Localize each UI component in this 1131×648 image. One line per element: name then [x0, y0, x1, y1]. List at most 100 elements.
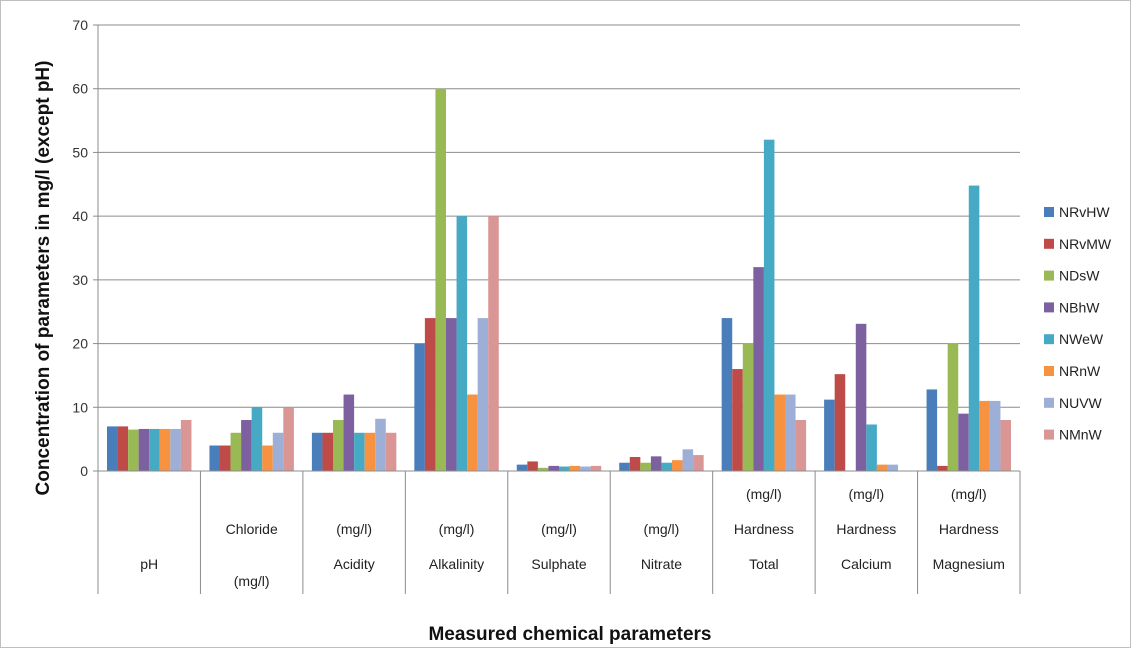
- bar-NUVW: [887, 464, 898, 471]
- y-tick-label: 20: [72, 336, 88, 352]
- bar-NRvMW: [732, 369, 743, 471]
- y-tick-label: 30: [72, 272, 88, 288]
- bar-NUVW: [375, 418, 386, 471]
- bar-NWeW: [866, 424, 877, 471]
- bar-NBhW: [138, 428, 150, 471]
- category-label: Magnesium: [933, 556, 1005, 572]
- bar-NRnW: [876, 464, 888, 471]
- legend-swatch-NWeW: [1044, 334, 1054, 345]
- bar-NRvHW: [107, 426, 118, 471]
- category-label: pH: [140, 556, 158, 572]
- legend-swatch-NBhW: [1044, 302, 1054, 313]
- bar-NWeW: [661, 462, 672, 471]
- category-label: (mg/l): [746, 486, 782, 502]
- bar-NRvHW: [721, 318, 733, 471]
- bar-NRnW: [364, 432, 376, 471]
- bar-NWeW: [251, 407, 263, 471]
- bar-NDsW: [333, 420, 344, 471]
- category-label: Hardness: [734, 521, 794, 537]
- bar-NDsW: [230, 432, 242, 471]
- bar-NRnW: [159, 428, 171, 471]
- legend-label-NMnW: NMnW: [1059, 427, 1103, 443]
- bar-NRvHW: [926, 389, 938, 471]
- x-axis-title: Measured chemical parameters: [428, 624, 711, 645]
- category-label: Alkalinity: [429, 556, 484, 572]
- legend-label-NRvMW: NRvMW: [1059, 236, 1112, 252]
- category-label: (mg/l): [234, 573, 270, 589]
- y-tick-label: 50: [72, 144, 88, 160]
- y-tick-label: 70: [72, 17, 88, 33]
- bar-NRnW: [569, 465, 581, 471]
- category-label: Calcium: [841, 556, 892, 572]
- bar-NDsW: [640, 462, 651, 471]
- category-label: Nitrate: [641, 556, 682, 572]
- bar-NRnW: [672, 460, 683, 471]
- category-label: Total: [749, 556, 779, 572]
- legend-swatch-NRvMW: [1044, 238, 1054, 249]
- y-axis-ticks: 0 10 20 30 40 50 60 70: [72, 17, 98, 479]
- category-label: Chloride: [226, 521, 278, 537]
- legend-swatch-NRnW: [1044, 366, 1054, 376]
- bar-NRvMW: [117, 426, 129, 471]
- bar-NBhW: [446, 318, 457, 471]
- bar-NDsW: [537, 467, 549, 471]
- category-label: (mg/l): [439, 521, 475, 537]
- bar-NBhW: [958, 413, 969, 471]
- bar-NRnW: [262, 445, 273, 471]
- category-label: Hardness: [939, 521, 999, 537]
- legend-label-NDsW: NDsW: [1059, 268, 1100, 284]
- category-label: Hardness: [836, 521, 896, 537]
- bar-NUVW: [477, 318, 489, 471]
- bar-NRvHW: [619, 462, 630, 471]
- bar-NMnW: [693, 455, 704, 471]
- bar-NRvHW: [824, 399, 835, 471]
- y-axis-title: Concentration of parameters in mg/l (exc…: [33, 61, 54, 496]
- legend-swatch-NUVW: [1044, 397, 1054, 408]
- bar-NMnW: [1000, 420, 1011, 471]
- legend: NRvHW NRvMW NDsW NBhW NWeW NRnW NUVW NMnW: [1044, 204, 1112, 443]
- legend-label-NWeW: NWeW: [1059, 331, 1104, 347]
- category-label: (mg/l): [848, 486, 884, 502]
- bar-NMnW: [795, 420, 807, 471]
- category-label: (mg/l): [541, 521, 577, 537]
- bar-NRvMW: [629, 456, 641, 471]
- bar-NDsW: [128, 429, 139, 471]
- bar-NRvHW: [516, 464, 528, 471]
- y-tick-label: 10: [72, 399, 88, 415]
- category-label: Acidity: [333, 556, 374, 572]
- axes: [97, 25, 1020, 472]
- bar-NUVW: [170, 428, 181, 471]
- bar-NRvMW: [322, 432, 333, 471]
- bar-NDsW: [742, 343, 754, 471]
- bar-NRvMW: [834, 374, 846, 471]
- category-label: (mg/l): [644, 521, 680, 537]
- bars: [107, 88, 1011, 471]
- bar-NRvMW: [527, 461, 538, 471]
- bar-NMnW: [283, 407, 294, 471]
- legend-swatch-NRvHW: [1044, 207, 1054, 217]
- bar-NUVW: [785, 394, 796, 471]
- bar-NMnW: [590, 465, 602, 471]
- bar-NRvHW: [209, 445, 220, 471]
- category-label: Sulphate: [531, 556, 586, 572]
- bar-NMnW: [385, 432, 397, 471]
- bar-NDsW: [947, 343, 959, 471]
- bar-NWeW: [559, 466, 570, 471]
- bar-NDsW: [435, 88, 446, 471]
- bar-NBhW: [343, 394, 355, 471]
- bar-NRnW: [774, 394, 785, 471]
- bar-NUVW: [989, 400, 1001, 471]
- bar-NRvMW: [424, 318, 436, 471]
- bar-NUVW: [682, 449, 694, 471]
- legend-label-NUVW: NUVW: [1059, 395, 1103, 411]
- legend-swatch-NDsW: [1044, 270, 1054, 281]
- legend-swatch-NMnW: [1044, 429, 1054, 440]
- legend-label-NBhW: NBhW: [1059, 299, 1100, 315]
- bar-NMnW: [488, 216, 499, 471]
- bar-NRvMW: [937, 465, 948, 471]
- bar-NWeW: [763, 139, 775, 471]
- legend-label-NRvHW: NRvHW: [1059, 204, 1110, 220]
- category-labels: pH Chloride (mg/l) (mg/l) Acidity (mg/l) Alkal…: [97, 471, 1021, 594]
